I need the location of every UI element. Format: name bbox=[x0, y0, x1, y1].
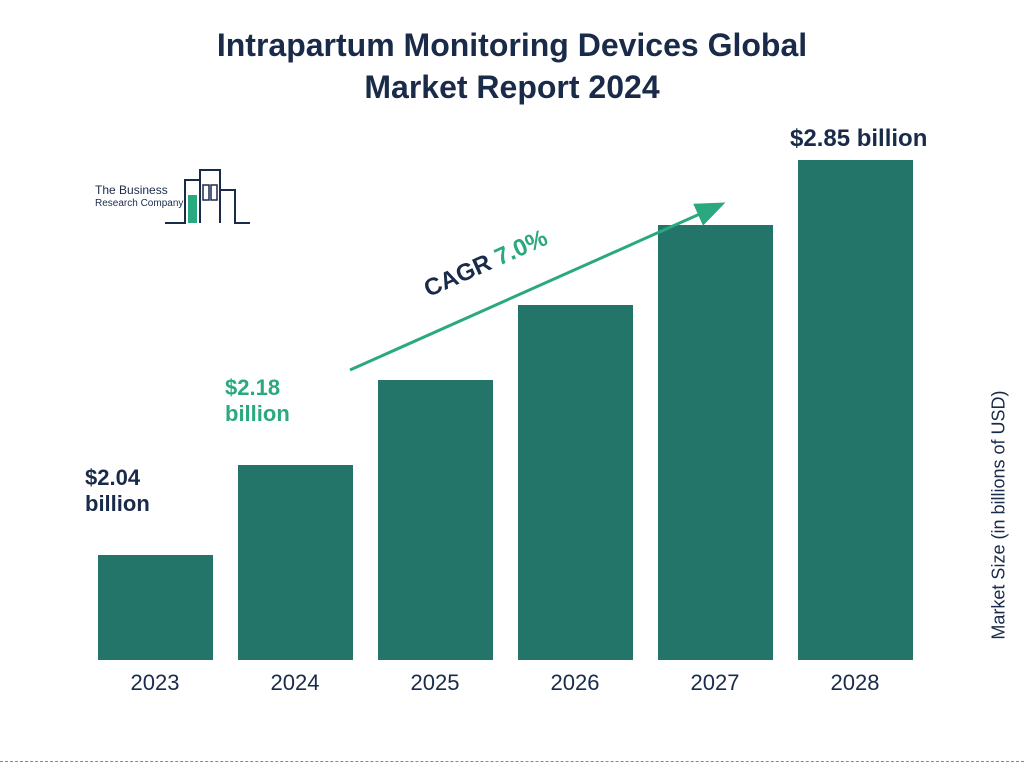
bar-wrapper bbox=[370, 380, 500, 660]
x-label: 2025 bbox=[370, 665, 500, 700]
bottom-divider bbox=[0, 761, 1024, 762]
bar-wrapper bbox=[90, 555, 220, 660]
bar-chart: 2023 2024 2025 2026 2027 2028 bbox=[80, 140, 930, 700]
x-label: 2026 bbox=[510, 665, 640, 700]
value-label: $2.18billion bbox=[225, 375, 290, 428]
bar-2025 bbox=[378, 380, 493, 660]
bars-container bbox=[80, 140, 930, 660]
chart-title: Intrapartum Monitoring Devices Global Ma… bbox=[0, 25, 1024, 108]
value-label: $2.04billion bbox=[85, 465, 150, 518]
bar-wrapper bbox=[230, 465, 360, 660]
bar-wrapper bbox=[790, 160, 920, 660]
bar-2023 bbox=[98, 555, 213, 660]
bar-2024 bbox=[238, 465, 353, 660]
title-line1: Intrapartum Monitoring Devices Global bbox=[217, 27, 807, 63]
bar-2027 bbox=[658, 225, 773, 660]
x-label: 2024 bbox=[230, 665, 360, 700]
bar-2028 bbox=[798, 160, 913, 660]
bar-2026 bbox=[518, 305, 633, 660]
x-label: 2023 bbox=[90, 665, 220, 700]
y-axis-label: Market Size (in billions of USD) bbox=[989, 391, 1010, 640]
x-label: 2028 bbox=[790, 665, 920, 700]
x-label: 2027 bbox=[650, 665, 780, 700]
bar-wrapper bbox=[650, 225, 780, 660]
value-label: $2.85 billion bbox=[790, 125, 927, 154]
title-line2: Market Report 2024 bbox=[364, 69, 659, 105]
x-axis-labels: 2023 2024 2025 2026 2027 2028 bbox=[80, 665, 930, 700]
bar-wrapper bbox=[510, 305, 640, 660]
